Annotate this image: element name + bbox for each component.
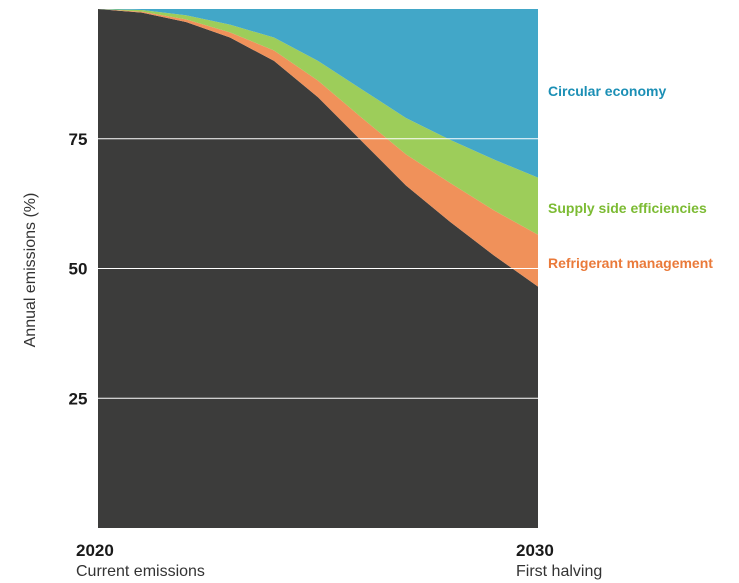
series-label-circular-economy: Circular economy	[548, 83, 666, 99]
area-circular-economy	[98, 9, 538, 178]
x-tick-caption-2030: First halving	[516, 563, 602, 580]
series-label-supply-side-efficiencies: Supply side efficiencies	[548, 200, 707, 216]
y-tick-labels: 25 50 75	[69, 130, 88, 409]
gridlines	[98, 138, 538, 399]
series-labels: Refrigerant management Supply side effici…	[548, 83, 713, 271]
x-tick-year-2020: 2020	[76, 541, 114, 560]
y-tick-25: 25	[69, 389, 88, 408]
x-tick-labels: 2020 Current emissions 2030 First halving	[76, 541, 602, 580]
series-label-refrigerant-management: Refrigerant management	[548, 255, 713, 271]
x-tick-caption-2020: Current emissions	[76, 563, 205, 580]
x-tick-year-2030: 2030	[516, 541, 554, 560]
y-axis-label: Annual emissions (%)	[22, 193, 39, 348]
y-tick-50: 50	[69, 260, 88, 279]
y-tick-75: 75	[69, 130, 88, 149]
